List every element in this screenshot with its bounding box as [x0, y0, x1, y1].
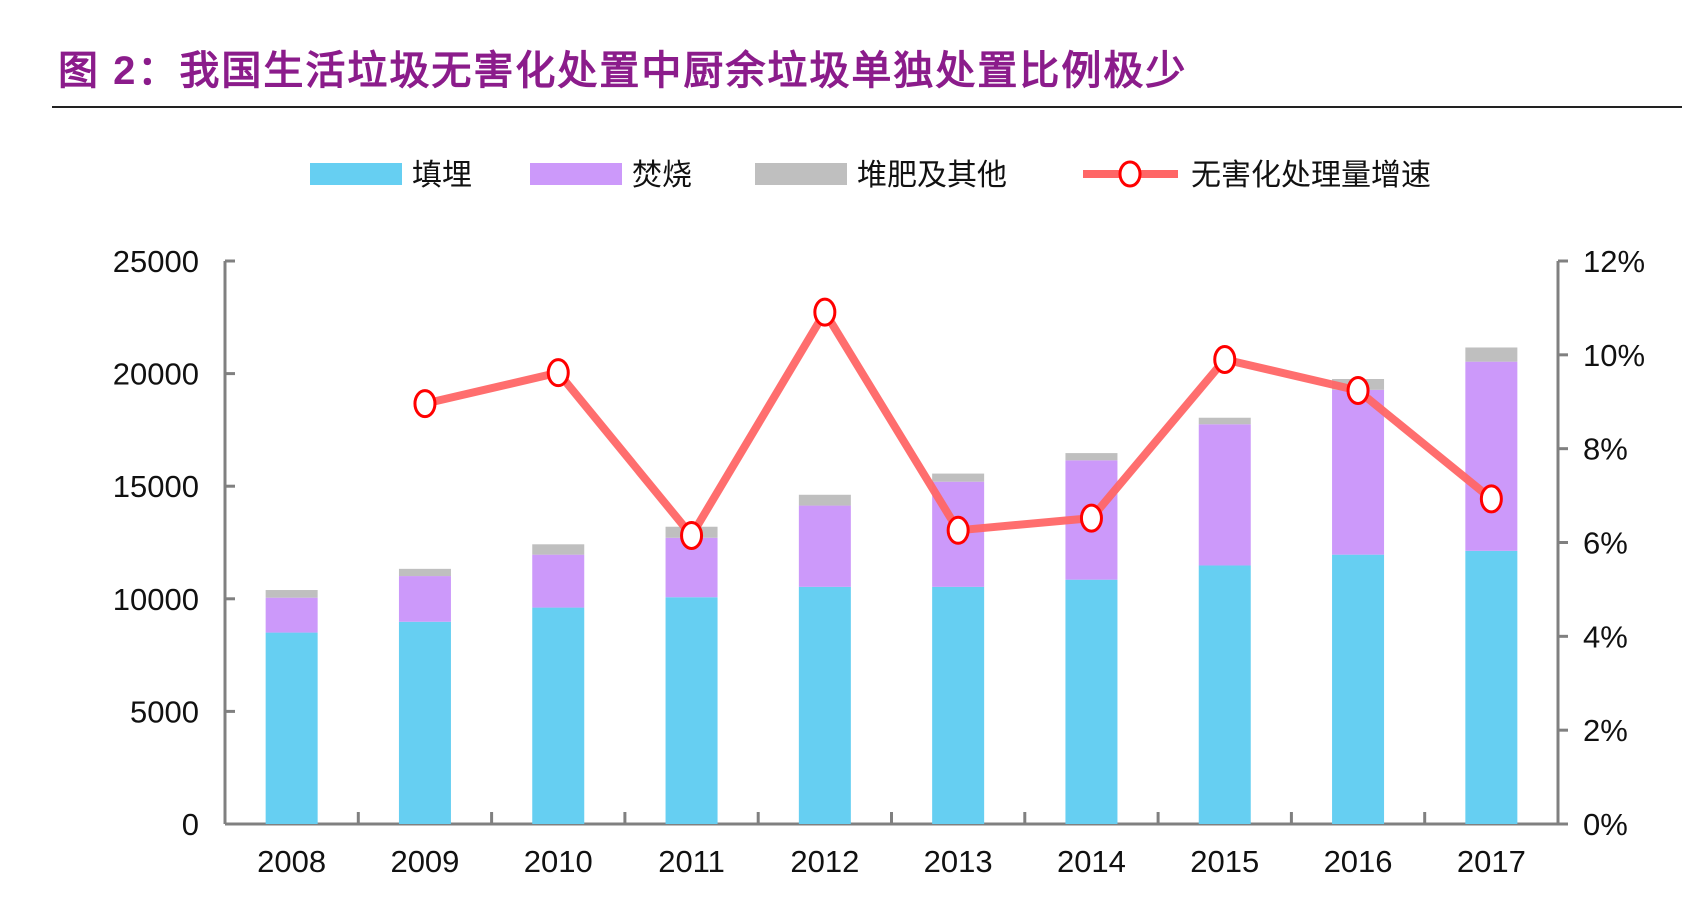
bar-landfill-2009 — [398, 621, 451, 824]
legend-label-1: 焚烧 — [632, 159, 692, 192]
bar-landfill-2012 — [798, 586, 851, 824]
left-tick-label: 15000 — [113, 469, 199, 504]
bar-incineration-2009 — [398, 576, 451, 622]
legend-swatch-2 — [755, 163, 847, 185]
x-tick-label: 2010 — [524, 844, 593, 879]
growth-marker-2013 — [946, 515, 970, 545]
x-tick-label: 2012 — [790, 844, 859, 879]
x-tick-label: 2011 — [658, 844, 725, 879]
bar-incineration-2012 — [798, 505, 851, 587]
legend-label-3: 无害化处理量增速 — [1191, 159, 1431, 192]
legend-swatch-1 — [530, 163, 622, 185]
title-divider — [52, 106, 1682, 108]
legend-marker-swatch — [1118, 160, 1142, 188]
growth-marker-2016 — [1346, 375, 1370, 405]
growth-marker-2009 — [413, 389, 437, 419]
legend-swatch-0 — [310, 163, 402, 185]
left-tick-label: 20000 — [113, 357, 199, 392]
bar-incineration-2015 — [1198, 424, 1251, 566]
bar-incineration-2016 — [1332, 389, 1385, 555]
right-tick-label: 4% — [1583, 619, 1628, 654]
right-tick-label: 6% — [1583, 526, 1628, 561]
right-tick-label: 2% — [1583, 713, 1628, 748]
right-tick-label: 10% — [1583, 338, 1645, 373]
legend-label-0: 填埋 — [412, 159, 472, 192]
chart-title: 图 2：我国生活垃圾无害化处置中厨余垃圾单独处置比例极少 — [58, 49, 1188, 93]
bar-compost-2013 — [932, 473, 985, 482]
x-tick-label: 2008 — [257, 844, 326, 879]
legend-label-2: 堆肥及其他 — [857, 159, 1007, 192]
bar-landfill-2010 — [532, 607, 585, 824]
bar-compost-2012 — [798, 494, 851, 506]
right-tick-label: 0% — [1583, 807, 1628, 842]
growth-marker-2011 — [680, 520, 704, 550]
x-tick-label: 2015 — [1190, 844, 1259, 879]
left-tick-label: 10000 — [113, 582, 199, 617]
bar-compost-2014 — [1065, 453, 1118, 461]
growth-marker-2010 — [546, 358, 570, 388]
left-tick-label: 0 — [182, 807, 199, 842]
left-tick-label: 25000 — [113, 244, 199, 279]
growth-marker-2015 — [1213, 345, 1237, 375]
bar-landfill-2011 — [665, 597, 718, 824]
growth-marker-2017 — [1479, 484, 1503, 514]
bar-landfill-2016 — [1332, 554, 1385, 824]
x-tick-label: 2017 — [1457, 844, 1526, 879]
bar-compost-2008 — [265, 590, 318, 598]
x-tick-label: 2009 — [390, 844, 459, 879]
bar-incineration-2017 — [1465, 361, 1518, 551]
bar-landfill-2015 — [1198, 565, 1251, 824]
bar-compost-2010 — [532, 544, 585, 555]
growth-marker-2014 — [1079, 503, 1103, 533]
right-tick-label: 8% — [1583, 432, 1628, 467]
bar-landfill-2017 — [1465, 550, 1518, 824]
x-tick-label: 2014 — [1057, 844, 1126, 879]
bar-compost-2015 — [1198, 417, 1251, 425]
bar-landfill-2013 — [932, 586, 985, 824]
bar-incineration-2010 — [532, 554, 585, 608]
left-tick-label: 5000 — [130, 694, 199, 729]
x-tick-label: 2013 — [924, 844, 993, 879]
growth-marker-2012 — [813, 297, 837, 327]
bar-landfill-2014 — [1065, 579, 1118, 824]
bar-compost-2017 — [1465, 347, 1518, 362]
bar-landfill-2008 — [265, 632, 318, 824]
x-tick-label: 2016 — [1324, 844, 1393, 879]
bar-compost-2009 — [398, 568, 451, 577]
right-tick-label: 12% — [1583, 244, 1645, 279]
bar-incineration-2008 — [265, 597, 318, 633]
